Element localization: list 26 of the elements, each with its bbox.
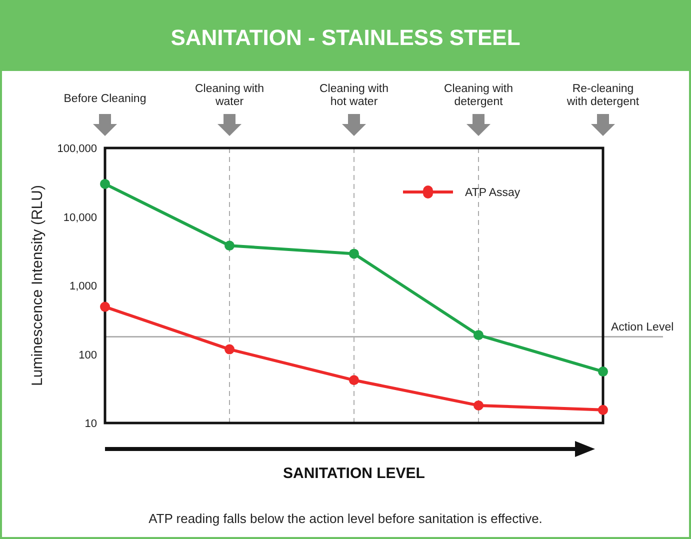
point <box>100 302 110 312</box>
point <box>474 400 484 410</box>
y-tick-label: 100,000 <box>57 143 97 155</box>
y-tick-label: 10 <box>84 418 97 430</box>
point <box>598 404 608 415</box>
x-tick-label: Cleaning with water <box>194 83 264 108</box>
ref-line-label: Action Level <box>611 322 674 334</box>
point <box>100 178 110 189</box>
point <box>349 248 359 259</box>
y-tick-label: 1,000 <box>69 280 97 292</box>
point <box>598 366 608 377</box>
x-tick-label: Before Cleaning <box>64 93 146 105</box>
point <box>349 375 359 386</box>
x-tick-label: Cleaning with detergent <box>444 83 514 108</box>
y-axis-title: Luminescence Intensity (RLU) <box>29 185 46 386</box>
y-tick-label: 100 <box>78 349 97 362</box>
point <box>224 344 234 354</box>
point <box>224 240 234 251</box>
x-axis-title: SANITATION LEVEL <box>283 465 425 482</box>
x-tick-label: Cleaning with hot water <box>319 83 389 108</box>
x-tick-label: Re-cleaning with detergent <box>566 83 640 108</box>
chart-title: SANITATION - STAINLESS STEEL <box>170 25 520 50</box>
y-tick-label: 10,000 <box>63 212 97 224</box>
legend-label: ATP Assay <box>465 187 520 199</box>
text: ATP reading falls below the action level before sanitation is effective. <box>148 511 542 526</box>
point <box>474 330 484 340</box>
